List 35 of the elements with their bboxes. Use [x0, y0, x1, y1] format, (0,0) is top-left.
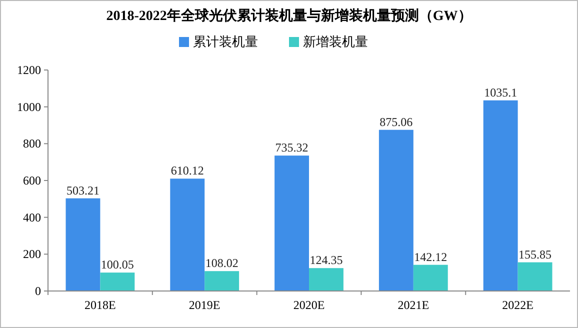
data-label: 155.85	[518, 247, 552, 262]
data-label: 124.35	[310, 253, 343, 268]
bar	[309, 268, 344, 291]
bar	[413, 264, 448, 291]
y-tick-label: 0	[35, 284, 41, 298]
bar	[204, 271, 240, 291]
data-label: 503.21	[66, 183, 100, 198]
bar	[518, 262, 552, 291]
chart-title: 2018-2022年全球光伏累计装机量与新增装机量预测（GW）	[106, 7, 472, 24]
x-tick-label: 2021E	[398, 298, 430, 312]
x-tick-label: 2018E	[84, 298, 116, 312]
data-label: 108.02	[205, 256, 238, 270]
bar	[100, 272, 135, 291]
y-tick-label: 1200	[17, 63, 41, 77]
y-tick-label: 400	[23, 210, 41, 224]
bar	[66, 198, 100, 291]
y-tick-label: 800	[23, 136, 41, 151]
bar	[170, 178, 205, 291]
y-tick-label: 200	[23, 247, 41, 262]
x-tick-label: 2019E	[188, 298, 220, 312]
data-label: 735.32	[275, 140, 308, 155]
x-tick-label: 2022E	[502, 298, 534, 312]
legend-label: 累计装机量	[193, 35, 258, 50]
bar	[378, 130, 414, 291]
data-label: 1035.1	[484, 85, 518, 100]
data-label: 100.05	[100, 258, 134, 272]
y-tick-label: 600	[23, 174, 41, 188]
data-label: 142.12	[414, 250, 448, 264]
bar	[274, 156, 309, 291]
data-label: 610.12	[170, 164, 204, 178]
x-tick-label: 2020E	[293, 298, 325, 312]
data-label: 875.06	[380, 114, 413, 129]
legend-label: 新增装机量	[303, 35, 368, 50]
y-tick-label: 1000	[17, 100, 41, 114]
bar	[483, 100, 518, 291]
